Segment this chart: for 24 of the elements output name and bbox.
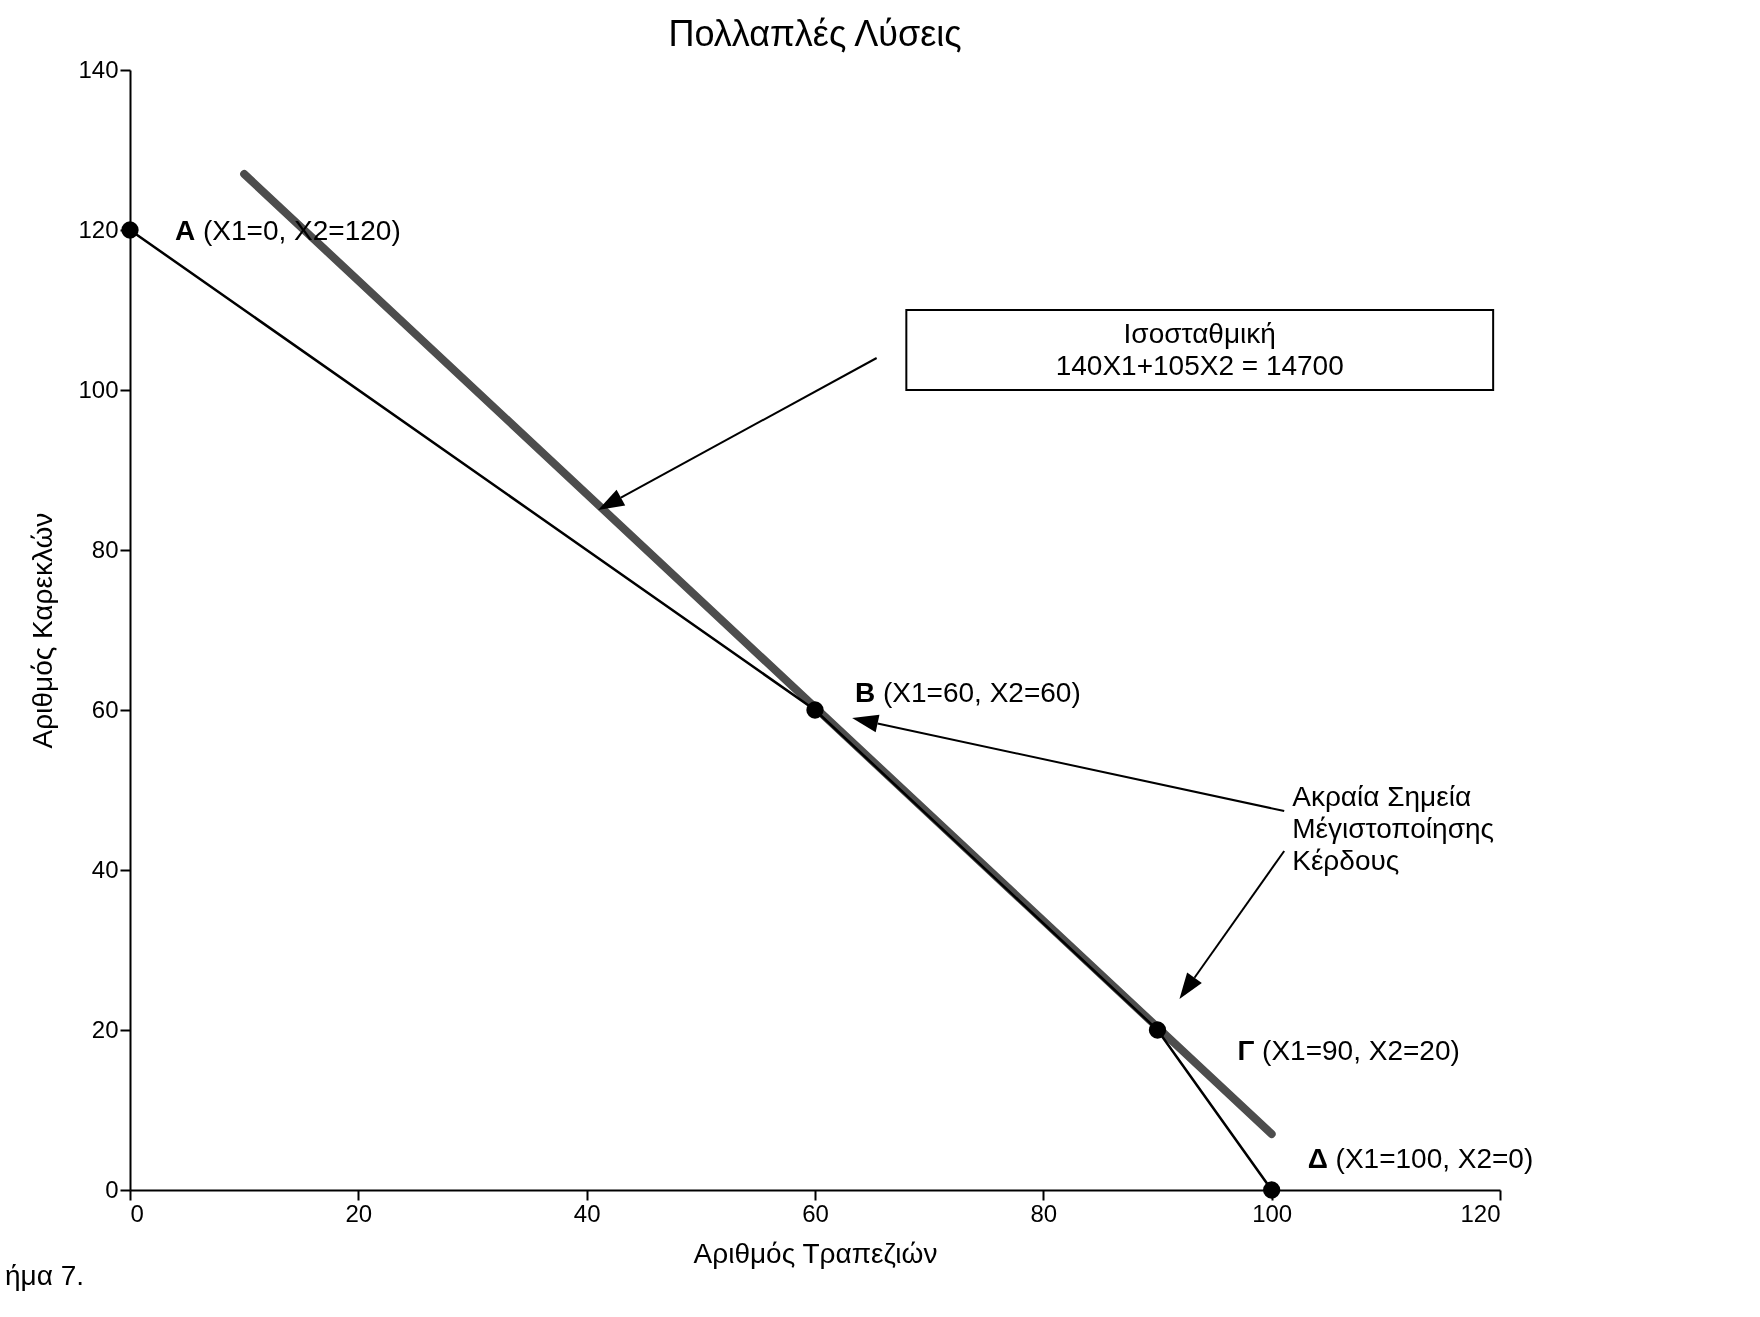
y-tick-label: 120 <box>78 215 119 243</box>
annotation: Ισοσταθμική 140X1+105X2 = 14700 <box>1055 318 1344 381</box>
y-tick-label: 40 <box>91 855 119 883</box>
y-tick-label: 20 <box>91 1015 119 1043</box>
x-tick-label: 60 <box>802 1199 829 1227</box>
x-tick-label: 120 <box>1460 1199 1501 1227</box>
x-axis-title: Αριθμός Τραπεζιών <box>693 1237 938 1269</box>
y-tick-label: 140 <box>78 55 119 83</box>
annotation: B (X1=60, X2=60) <box>855 677 1081 708</box>
y-tick-label: 0 <box>105 1175 119 1203</box>
annotation: Δ (X1=100, X2=0) <box>1307 1143 1534 1174</box>
y-tick-label: 60 <box>91 695 119 723</box>
chart-title: Πολλαπλές Λύσεις <box>668 13 962 54</box>
text: ήμα 7. <box>5 1260 85 1291</box>
x-tick-label: 100 <box>1252 1199 1293 1227</box>
annotation: Ακραία Σημεία Μέγιστοποίησης Κέρδους <box>1292 781 1495 876</box>
y-tick-label: 80 <box>91 535 119 563</box>
x-tick-label: 80 <box>1030 1199 1058 1227</box>
x-tick-label: 40 <box>573 1199 601 1227</box>
annotation: Γ (X1=90, X2=20) <box>1237 1035 1460 1066</box>
y-axis-title: Αριθμός Καρεκλών <box>27 512 59 749</box>
x-tick-label: 0 <box>130 1199 144 1227</box>
y-tick-label: 100 <box>78 375 119 403</box>
x-tick-label: 20 <box>345 1199 373 1227</box>
